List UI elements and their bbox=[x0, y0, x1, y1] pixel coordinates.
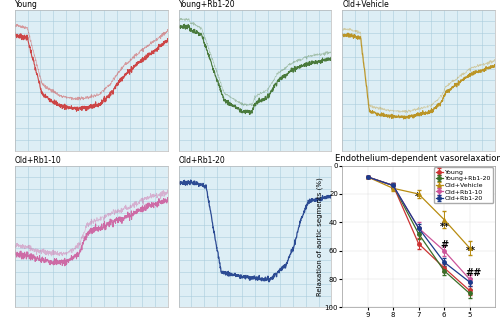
Text: **: ** bbox=[466, 246, 475, 256]
Text: #: # bbox=[440, 240, 448, 250]
Legend: Young, Young+Rb1-20, Old+Vehicle, Old+Rb1-10, Old+Rb1-20: Young, Young+Rb1-20, Old+Vehicle, Old+Rb… bbox=[434, 167, 493, 203]
Text: *: * bbox=[414, 192, 420, 202]
Title: Endothelium-dependent vasorelaxation: Endothelium-dependent vasorelaxation bbox=[335, 154, 500, 164]
Y-axis label: Relaxation of aortic segments (%): Relaxation of aortic segments (%) bbox=[316, 177, 323, 296]
Text: ##: ## bbox=[466, 268, 482, 278]
Text: Old+Vehicle: Old+Vehicle bbox=[342, 0, 389, 9]
Text: **: ** bbox=[440, 222, 450, 232]
Text: Old+Rb1-20: Old+Rb1-20 bbox=[178, 156, 226, 165]
Text: Young+Rb1-20: Young+Rb1-20 bbox=[178, 0, 235, 9]
Text: Young: Young bbox=[15, 0, 38, 9]
Text: Old+Rb1-10: Old+Rb1-10 bbox=[15, 156, 62, 165]
